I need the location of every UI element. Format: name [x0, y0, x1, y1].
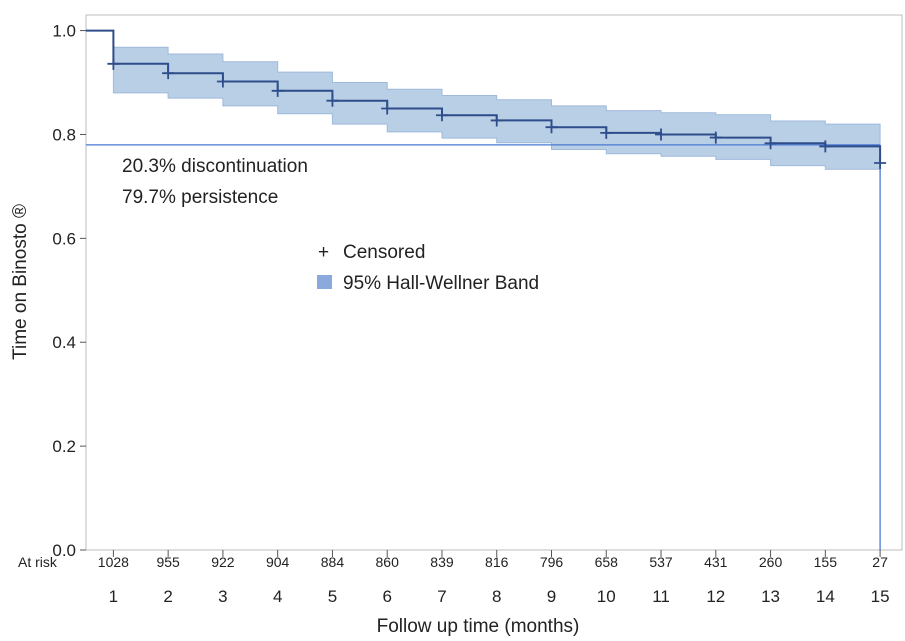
censored-marker-3: [216, 75, 229, 88]
x-tick-label: 12: [706, 587, 725, 606]
censored-marker-11: [655, 128, 668, 141]
at-risk-value: 27: [872, 554, 888, 570]
at-risk-value: 816: [485, 554, 509, 570]
legend: + Censored 95% Hall-Wellner Band: [317, 242, 539, 294]
x-tick-label: 15: [871, 587, 890, 606]
legend-censored-label: Censored: [343, 242, 425, 263]
censored-marker-10: [600, 126, 613, 139]
at-risk-value: 1028: [98, 554, 129, 570]
reference-lines: [86, 144, 881, 550]
censored-markers: [107, 57, 887, 170]
at-risk-value: 431: [704, 554, 728, 570]
x-tick-label: 1: [109, 587, 118, 606]
y-tick-label: 0.8: [52, 125, 76, 144]
censored-marker-4: [271, 84, 284, 97]
at-risk-value: 155: [814, 554, 838, 570]
x-tick-label: 3: [218, 587, 227, 606]
censored-marker-9: [545, 121, 558, 134]
confidence-band: [86, 30, 881, 174]
x-tick-label: 4: [273, 587, 282, 606]
plot-area: [85, 14, 903, 551]
censored-marker-1: [107, 57, 120, 70]
x-axis-ticks: 1 2 3 4 5 6 7 8 9 10 11 12 13 14 15: [109, 550, 890, 606]
x-tick-label: 8: [492, 587, 501, 606]
hall-wellner-band: [86, 30, 881, 174]
at-risk-value: 955: [156, 554, 180, 570]
at-risk-value: 860: [376, 554, 400, 570]
at-risk-value: 884: [321, 554, 345, 570]
y-tick-label: 1.0: [52, 22, 76, 41]
at-risk-value: 537: [649, 554, 673, 570]
x-tick-label: 6: [382, 587, 391, 606]
x-tick-label: 2: [163, 587, 172, 606]
y-tick-label: 0.0: [52, 541, 76, 560]
at-risk-value: 260: [759, 554, 783, 570]
x-tick-label: 14: [816, 587, 835, 606]
y-tick-label: 0.2: [52, 437, 76, 456]
censored-marker-7: [435, 109, 448, 122]
legend-band-swatch: [317, 275, 332, 289]
y-axis-title: Time on Binosto ®: [10, 204, 31, 360]
censored-marker-2: [162, 67, 175, 80]
annotation-discontinuation: 20.3% discontinuation: [122, 156, 308, 177]
x-tick-label: 5: [328, 587, 337, 606]
censored-marker-13: [764, 137, 777, 150]
legend-censored-symbol: +: [318, 242, 329, 263]
annotation-persistence: 79.7% persistence: [122, 187, 278, 208]
censored-marker-12: [709, 131, 722, 144]
x-tick-label: 7: [437, 587, 446, 606]
censored-marker-14: [819, 140, 832, 153]
at-risk-value: 904: [266, 554, 290, 570]
x-axis-title: Follow up time (months): [377, 616, 580, 637]
censored-marker-6: [381, 102, 394, 115]
y-tick-label: 0.4: [52, 333, 76, 352]
y-axis-ticks: 0.0 0.2 0.4 0.6 0.8 1.0: [52, 22, 86, 560]
at-risk-value: 922: [211, 554, 235, 570]
at-risk-value: 796: [540, 554, 564, 570]
plot-frame: [85, 14, 903, 551]
at-risk-table: At risk 1028 955 922 904 884 860 839 816 796 658 53…: [18, 554, 888, 570]
at-risk-value: 658: [595, 554, 619, 570]
x-tick-label: 10: [597, 587, 616, 606]
x-tick-label: 11: [652, 587, 670, 606]
x-tick-label: 9: [547, 587, 556, 606]
censored-marker-5: [326, 94, 339, 107]
x-tick-label: 13: [761, 587, 780, 606]
censored-marker-8: [490, 114, 503, 127]
censored-marker-15: [874, 157, 887, 170]
at-risk-value: 839: [430, 554, 454, 570]
legend-band-label: 95% Hall-Wellner Band: [343, 273, 539, 294]
at-risk-label: At risk: [18, 554, 58, 570]
y-tick-label: 0.6: [52, 229, 76, 248]
